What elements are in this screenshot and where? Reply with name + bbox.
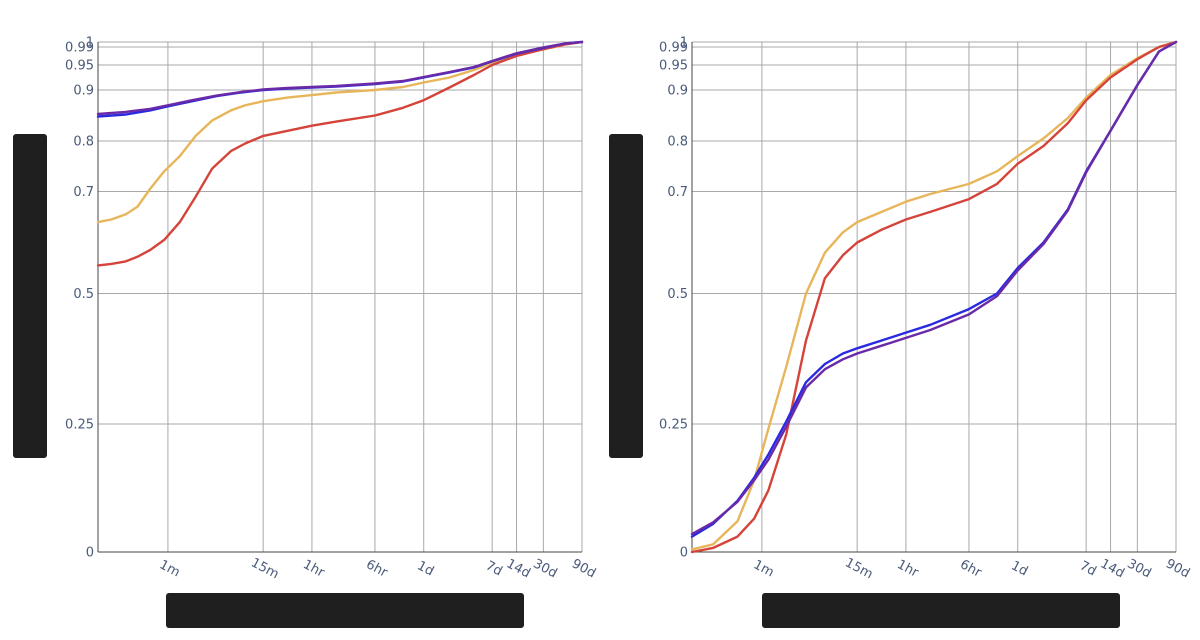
right-chart: 0 0.25 0.5 0.7 0.8 0.9 0.95 0.991 1m 15m 1hr 6hr 1d 7…	[609, 36, 1192, 628]
x-tick-label: 1m	[157, 557, 183, 580]
y-tick-label: 0.9	[667, 83, 688, 98]
redacted-x-axis-title	[762, 593, 1120, 628]
x-tick-label: 15m	[842, 555, 875, 582]
series-line-2	[690, 40, 1178, 554]
y-tick-label: 0.8	[667, 134, 688, 149]
series-line-1	[690, 40, 1178, 551]
x-tick-label: 90d	[1163, 556, 1192, 581]
x-tick-label: 1m	[751, 557, 777, 580]
y-tick-label: 0.99	[659, 40, 688, 55]
x-tick-label: 7d	[1077, 558, 1099, 579]
x-tick-label: 1d	[415, 558, 437, 579]
y-tick-label: 0.7	[73, 185, 94, 200]
redacted-x-axis-title	[166, 593, 524, 628]
gridlines	[98, 41, 583, 552]
x-tick-label: 14d	[504, 556, 533, 581]
x-tick-label: 6hr	[363, 557, 390, 581]
series-group	[96, 40, 584, 267]
redacted-y-axis-title	[609, 134, 643, 458]
series-line-3	[690, 40, 1178, 538]
x-tick-label: 1d	[1009, 558, 1031, 579]
x-tick-label: 6hr	[957, 557, 984, 581]
y-tick-label: 0.5	[73, 287, 94, 302]
y-tick-label: 0.25	[65, 417, 94, 432]
y-tick-label: 0.8	[73, 134, 94, 149]
left-chart: 0 0.25 0.5 0.7 0.8 0.9 0.95 0.991 1m 15m 1hr 6hr 1d 7…	[13, 36, 598, 628]
y-tick-label: 1	[680, 36, 688, 51]
y-tick-label: 0.95	[659, 59, 688, 74]
x-tick-label: 1hr	[300, 557, 327, 581]
y-tick-label: 0.95	[65, 59, 94, 74]
y-tick-label: 0	[86, 546, 94, 561]
series-line-4	[96, 40, 584, 116]
series-line-4	[690, 40, 1178, 536]
y-tick-label: 0.5	[667, 287, 688, 302]
series-group	[690, 40, 1178, 554]
redacted-y-axis-title	[13, 134, 47, 458]
y-tick-label: 0.25	[659, 417, 688, 432]
x-tick-label: 14d	[1098, 556, 1127, 581]
gridlines	[692, 41, 1177, 552]
y-tick-label: 0.7	[667, 185, 688, 200]
x-tick-label: 30d	[531, 556, 560, 581]
series-line-2	[96, 40, 584, 267]
x-tick-label: 15m	[248, 555, 281, 582]
y-tick-label: 0	[680, 546, 688, 561]
x-tick-label: 30d	[1125, 556, 1154, 581]
y-tick-label: 0.9	[73, 83, 94, 98]
series-line-1	[96, 40, 584, 224]
x-tick-label: 1hr	[894, 557, 921, 581]
y-tick-label: 0.99	[65, 40, 94, 55]
x-tick-label: 7d	[483, 558, 505, 579]
x-tick-label: 90d	[569, 556, 598, 581]
y-tick-label: 1	[86, 36, 94, 51]
